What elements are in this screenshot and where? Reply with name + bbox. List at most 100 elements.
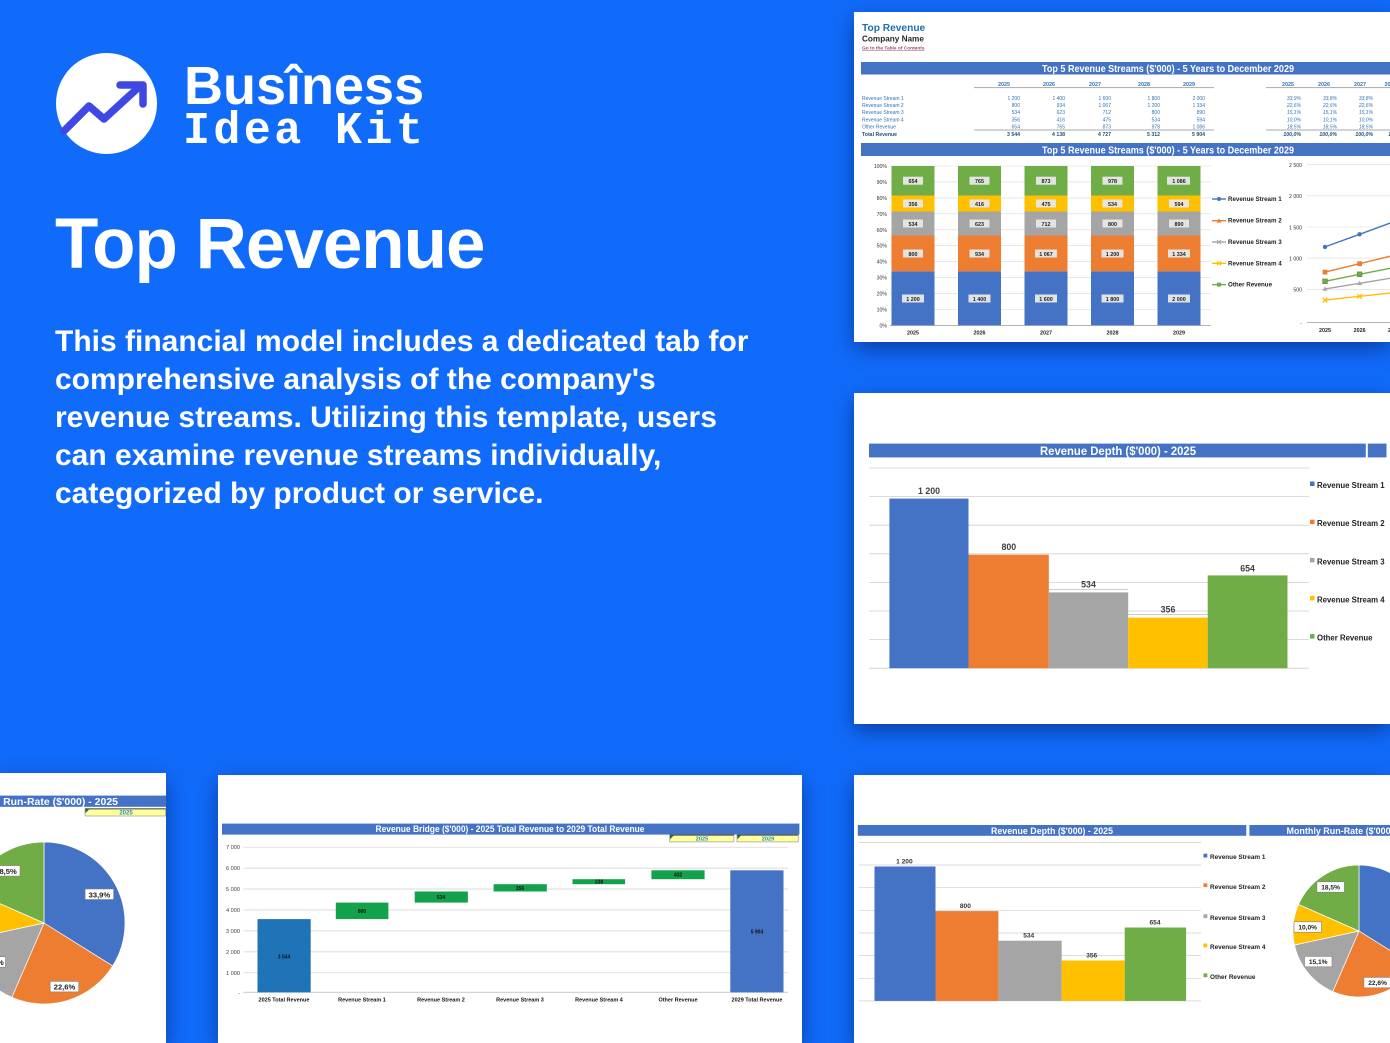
- svg-text:33,8%: 33,8%: [1323, 96, 1338, 102]
- svg-text:Revenue Depth ($'000) - 2025: Revenue Depth ($'000) - 2025: [1040, 444, 1196, 458]
- svg-text:4 138: 4 138: [1052, 132, 1065, 138]
- svg-text:2025: 2025: [1319, 328, 1331, 334]
- svg-text:534: 534: [909, 222, 918, 228]
- svg-text:800: 800: [358, 909, 367, 915]
- svg-text:2026: 2026: [1043, 82, 1055, 88]
- svg-text:2026: 2026: [974, 331, 986, 337]
- svg-text:Other Revenue: Other Revenue: [1317, 634, 1373, 643]
- svg-text:654: 654: [1149, 919, 1160, 926]
- svg-text:356: 356: [1086, 952, 1097, 959]
- svg-text:18,5%: 18,5%: [1321, 885, 1340, 892]
- svg-text:2025: 2025: [696, 836, 708, 842]
- svg-text:Revenue Stream 1: Revenue Stream 1: [338, 998, 386, 1004]
- svg-text:978: 978: [1108, 179, 1117, 185]
- svg-text:22,6%: 22,6%: [1286, 103, 1302, 109]
- svg-text:890: 890: [1197, 110, 1206, 116]
- svg-text:765: 765: [1057, 125, 1066, 131]
- svg-text:534: 534: [1108, 202, 1117, 208]
- svg-text:Go to the Table of Contents: Go to the Table of Contents: [862, 46, 925, 52]
- svg-text:1 000: 1 000: [226, 971, 240, 977]
- svg-text:1 600: 1 600: [1039, 297, 1053, 303]
- svg-text:1 500: 1 500: [1289, 225, 1302, 231]
- svg-text:10: 10: [1388, 132, 1390, 138]
- svg-text:30%: 30%: [877, 276, 888, 282]
- svg-text:Company Name: Company Name: [862, 35, 924, 44]
- svg-text:238: 238: [595, 880, 604, 886]
- svg-text:Other Revenue: Other Revenue: [1210, 974, 1256, 981]
- svg-text:2029: 2029: [762, 836, 774, 842]
- svg-text:1 000: 1 000: [1289, 257, 1302, 263]
- svg-text:2029: 2029: [1183, 82, 1195, 88]
- svg-text:1 086: 1 086: [1192, 125, 1205, 131]
- svg-text:2028: 2028: [1107, 331, 1119, 337]
- svg-text:Monthly Run-Rate ($'000) - 202: Monthly Run-Rate ($'000) - 2025: [0, 796, 118, 808]
- svg-text:18,5%: 18,5%: [1287, 125, 1302, 131]
- svg-text:2027: 2027: [1089, 82, 1101, 88]
- svg-text:2025: 2025: [998, 82, 1010, 88]
- svg-text:10,0%: 10,0%: [1298, 925, 1317, 932]
- svg-text:100,0%: 100,0%: [1355, 132, 1373, 138]
- svg-text:Other Revenue: Other Revenue: [1228, 282, 1273, 289]
- svg-text:Revenue Stream 3: Revenue Stream 3: [1210, 915, 1266, 922]
- svg-text:40%: 40%: [877, 260, 888, 266]
- svg-text:100,0%: 100,0%: [1283, 132, 1301, 138]
- svg-text:Other Revenue: Other Revenue: [862, 125, 896, 131]
- svg-text:800: 800: [1108, 222, 1117, 228]
- svg-text:416: 416: [1057, 117, 1066, 123]
- svg-text:1 067: 1 067: [1039, 252, 1053, 258]
- svg-text:Revenue Stream 1: Revenue Stream 1: [862, 96, 904, 102]
- svg-text:534: 534: [1012, 110, 1021, 116]
- svg-text:Monthly Run-Rate ($'000) - 202: Monthly Run-Rate ($'000) - 2025: [1287, 826, 1390, 837]
- svg-text:416: 416: [975, 202, 984, 208]
- svg-text:1 334: 1 334: [1172, 252, 1186, 258]
- svg-text:654: 654: [1240, 563, 1255, 573]
- svg-text:33,8%: 33,8%: [1359, 96, 1374, 102]
- svg-text:Revenue Stream 2: Revenue Stream 2: [862, 103, 904, 109]
- svg-text:1 200: 1 200: [896, 858, 913, 865]
- svg-text:Revenue Stream 3: Revenue Stream 3: [496, 998, 544, 1004]
- svg-text:2029: 2029: [1173, 331, 1185, 337]
- svg-text:2029 Total Revenue: 2029 Total Revenue: [732, 998, 783, 1004]
- svg-text:873: 873: [1042, 179, 1051, 185]
- svg-text:Top 5 Revenue Streams ($'000): Top 5 Revenue Streams ($'000) - 5 Years …: [1042, 64, 1295, 75]
- svg-text:5 904: 5 904: [751, 930, 764, 936]
- svg-text:Revenue Stream 3: Revenue Stream 3: [1228, 239, 1282, 246]
- svg-text:356: 356: [1161, 605, 1176, 615]
- svg-text:Revenue Stream 1: Revenue Stream 1: [1317, 481, 1385, 490]
- svg-text:934: 934: [975, 252, 984, 258]
- svg-text:3 544: 3 544: [278, 955, 291, 961]
- svg-text:100,0%: 100,0%: [1319, 132, 1337, 138]
- svg-text:765: 765: [975, 179, 984, 185]
- svg-text:356: 356: [1012, 117, 1021, 123]
- svg-text:1 400: 1 400: [1052, 96, 1065, 102]
- svg-text:33,9%: 33,9%: [1287, 96, 1302, 102]
- svg-text:6 000: 6 000: [226, 866, 240, 872]
- svg-text:2 500: 2 500: [1289, 163, 1302, 169]
- svg-text:Revenue Stream 4: Revenue Stream 4: [1210, 944, 1266, 951]
- svg-text:800: 800: [1152, 110, 1161, 116]
- svg-text:0%: 0%: [880, 323, 888, 329]
- svg-text:-: -: [1300, 320, 1302, 326]
- svg-text:1 800: 1 800: [1106, 297, 1120, 303]
- svg-text:22,6%: 22,6%: [1322, 103, 1338, 109]
- svg-text:70%: 70%: [877, 212, 888, 218]
- svg-text:594: 594: [1197, 117, 1206, 123]
- svg-text:4 000: 4 000: [226, 908, 240, 914]
- svg-text:1 200: 1 200: [1007, 96, 1020, 102]
- svg-text:534: 534: [1152, 117, 1161, 123]
- svg-text:623: 623: [975, 222, 984, 228]
- svg-text:2027: 2027: [1388, 328, 1390, 334]
- svg-text:15,1%: 15,1%: [1287, 110, 1302, 116]
- svg-text:873: 873: [1103, 125, 1112, 131]
- svg-text:22,6%: 22,6%: [54, 983, 76, 992]
- svg-text:Revenue Stream 2: Revenue Stream 2: [417, 998, 465, 1004]
- svg-text:2 000: 2 000: [1192, 96, 1205, 102]
- svg-text:2025: 2025: [907, 331, 919, 337]
- svg-text:2026: 2026: [1354, 328, 1366, 334]
- svg-text:22,6%: 22,6%: [1368, 980, 1387, 987]
- svg-text:978: 978: [1152, 125, 1161, 131]
- svg-text:934: 934: [1057, 103, 1066, 109]
- svg-text:18,5%: 18,5%: [1359, 125, 1374, 131]
- svg-text:1 200: 1 200: [1147, 103, 1160, 109]
- svg-text:Revenue Bridge ($'000) - 2025: Revenue Bridge ($'000) - 2025 Total Reve…: [376, 824, 645, 834]
